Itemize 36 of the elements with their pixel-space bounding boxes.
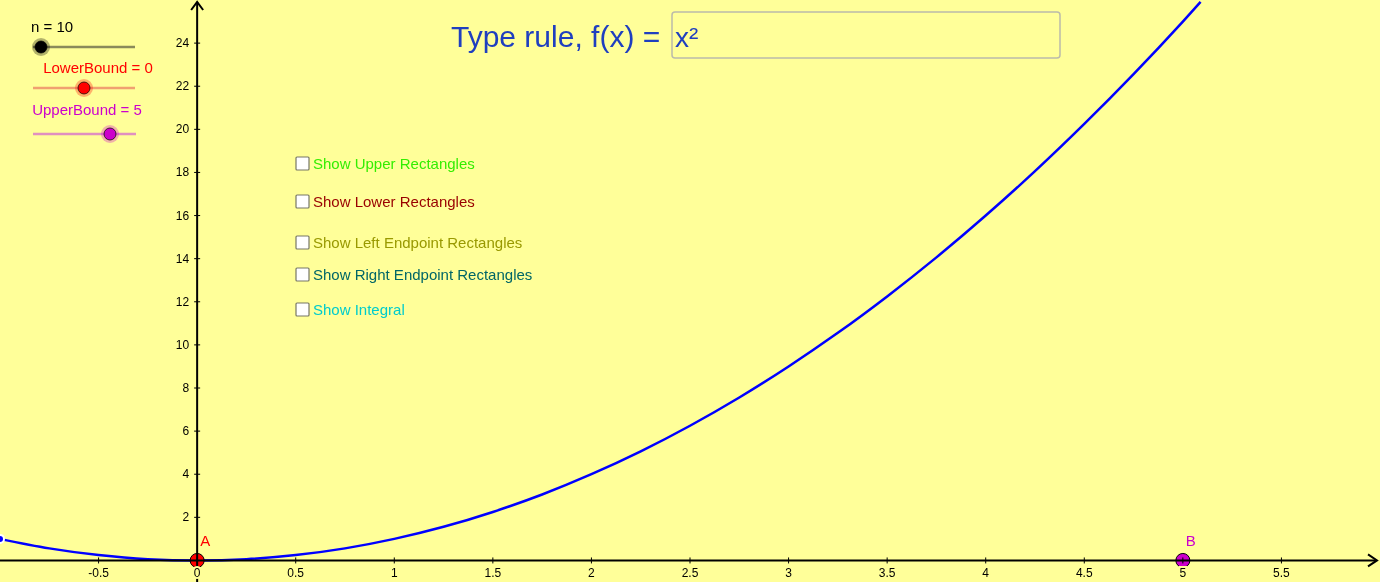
x-tick-label: 3 <box>785 566 793 581</box>
annotation: Show Lower Rectangles <box>313 193 475 210</box>
y-tick-label: 2 <box>182 510 190 525</box>
series-label: B <box>1185 532 1196 550</box>
x-tick-label: 2 <box>588 566 596 581</box>
y-tick-label: 22 <box>175 79 190 94</box>
y-tick-label: 12 <box>175 294 190 309</box>
y-tick-label: 6 <box>182 424 190 439</box>
x-tick-label: 1 <box>390 566 398 581</box>
annotation: LowerBound = 0 <box>43 59 153 76</box>
y-tick-label: 14 <box>175 251 190 266</box>
annotation: Show Integral <box>313 301 405 318</box>
y-tick-label: 18 <box>175 165 190 180</box>
x-tick-label: 2.5 <box>681 566 699 581</box>
y-tick-label: 20 <box>175 122 190 137</box>
annotation: Show Upper Rectangles <box>313 155 475 172</box>
annotation: Show Right Endpoint Rectangles <box>313 266 533 283</box>
y-tick-label: 16 <box>175 208 190 223</box>
y-tick-label: 24 <box>175 36 190 51</box>
text: Type rule, f(x) = <box>451 20 661 53</box>
annotation: n = 10 <box>31 18 74 35</box>
x-tick-label: 3.5 <box>878 566 896 581</box>
annotation: x² <box>675 22 699 53</box>
series-label: A <box>200 532 211 550</box>
x-tick-label: 0.5 <box>287 566 305 581</box>
x-tick-label: -0.5 <box>88 566 110 581</box>
x-tick-label: 4 <box>982 566 990 581</box>
x-tick-label: 5 <box>1179 566 1187 581</box>
x-tick-label: 5.5 <box>1273 566 1291 581</box>
y-tick-label: 4 <box>182 467 190 482</box>
x-tick-label: 1.5 <box>484 566 502 581</box>
x-tick-label: 4.5 <box>1075 566 1093 581</box>
annotation: Show Left Endpoint Rectangles <box>313 234 523 251</box>
annotation: UpperBound = 5 <box>32 101 142 118</box>
y-tick-label: 8 <box>182 381 190 395</box>
y-tick-label: 10 <box>175 337 190 352</box>
